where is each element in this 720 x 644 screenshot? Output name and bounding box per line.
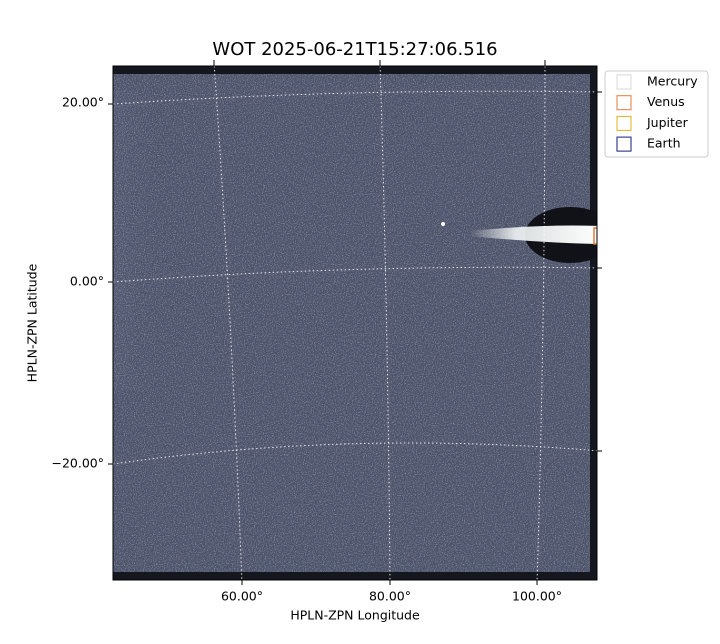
y-axis-label: HPLN-ZPN Latitude — [25, 263, 40, 382]
y-tick-label: 0.00° — [70, 274, 104, 289]
legend-swatch — [616, 136, 632, 152]
x-axis-label: HPLN-ZPN Longitude — [290, 608, 420, 623]
legend: Mercury Venus Jupiter Earth — [604, 70, 709, 158]
x-ticks: 60.00° 80.00° 100.00° — [213, 60, 562, 604]
legend-label: Venus — [647, 94, 685, 109]
legend-frame — [604, 70, 709, 158]
y-tick-label: −20.00° — [51, 456, 104, 471]
x-tick-label: 80.00° — [369, 589, 411, 604]
legend-label: Earth — [647, 136, 681, 151]
x-tick-label: 100.00° — [512, 589, 562, 604]
legend-swatch — [616, 95, 632, 111]
title: WOT 2025-06-21T15:27:06.516 — [212, 39, 497, 60]
y-ticks: 20.00° 0.00° −20.00° — [51, 91, 602, 471]
legend-label: Mercury — [647, 74, 698, 89]
y-tick-label: 20.00° — [62, 95, 104, 110]
sky-image — [113, 66, 597, 580]
plot-frame — [112, 65, 598, 581]
x-tick-label: 60.00° — [221, 589, 263, 604]
legend-swatch — [616, 115, 632, 131]
legend-swatch — [616, 74, 632, 90]
legend-label: Jupiter — [646, 115, 689, 130]
